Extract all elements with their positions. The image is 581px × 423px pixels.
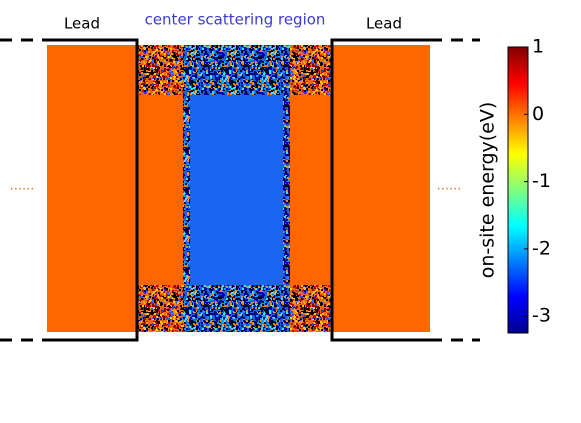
center-label: center scattering region — [145, 11, 326, 29]
lead-outline — [0, 38, 480, 342]
colorbar-tick-label: -3 — [532, 305, 551, 327]
colorbar-tick-label: -2 — [532, 237, 551, 259]
colorbar-tick-label: -1 — [532, 170, 551, 192]
lead-left-region — [47, 45, 137, 332]
lead-right-region — [332, 45, 430, 332]
colorbar-tick-label: 0 — [532, 103, 544, 125]
colorbar-tick-label: 1 — [532, 36, 544, 58]
center-blue — [190, 95, 283, 285]
colorbar-ticks: 1 0 -1 -2 -3 — [524, 36, 551, 327]
center-orange-left — [137, 95, 183, 285]
center-orange-right — [290, 95, 332, 285]
dots: ...... — [437, 179, 462, 194]
lead-label: Lead — [64, 15, 100, 33]
colorbar-label: on-site energy(eV) — [477, 102, 499, 279]
colorbar — [507, 46, 529, 334]
dots: ...... — [10, 179, 35, 194]
lead-label: Lead — [366, 15, 402, 33]
